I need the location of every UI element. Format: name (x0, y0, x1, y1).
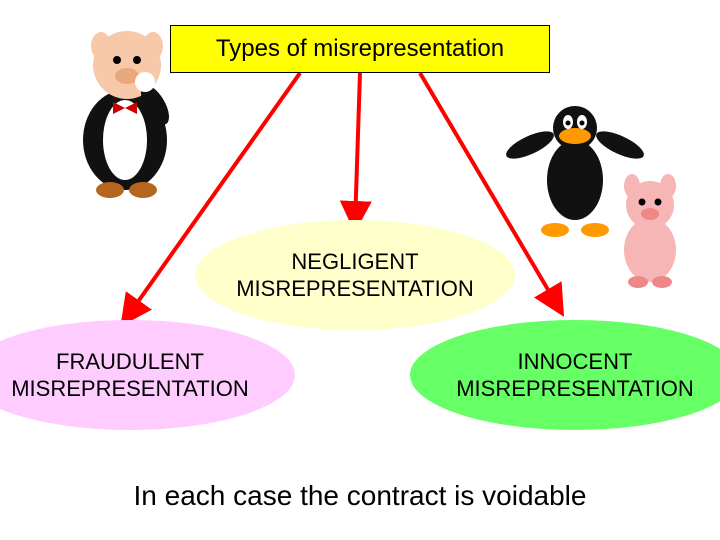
node-innocent-line1: INNOCENT (456, 348, 694, 376)
node-negligent: NEGLIGENT MISREPRESENTATION (195, 220, 515, 330)
cartoon-piglet-right (600, 170, 700, 290)
footer-text: In each case the contract is voidable (80, 480, 640, 512)
arrow-to-negligent (355, 73, 360, 225)
node-negligent-line1: NEGLIGENT (236, 248, 474, 276)
title-box: Types of misrepresentation (170, 25, 550, 73)
node-fraudulent-line1: FRAUDULENT (11, 348, 249, 376)
node-negligent-line2: MISREPRESENTATION (236, 275, 474, 303)
node-innocent-line2: MISREPRESENTATION (456, 375, 694, 403)
footer-text-span: In each case the contract is voidable (134, 480, 587, 511)
node-innocent: INNOCENT MISREPRESENTATION (410, 320, 720, 430)
node-fraudulent-line2: MISREPRESENTATION (11, 375, 249, 403)
node-fraudulent: FRAUDULENT MISREPRESENTATION (0, 320, 295, 430)
title-text: Types of misrepresentation (216, 35, 504, 63)
